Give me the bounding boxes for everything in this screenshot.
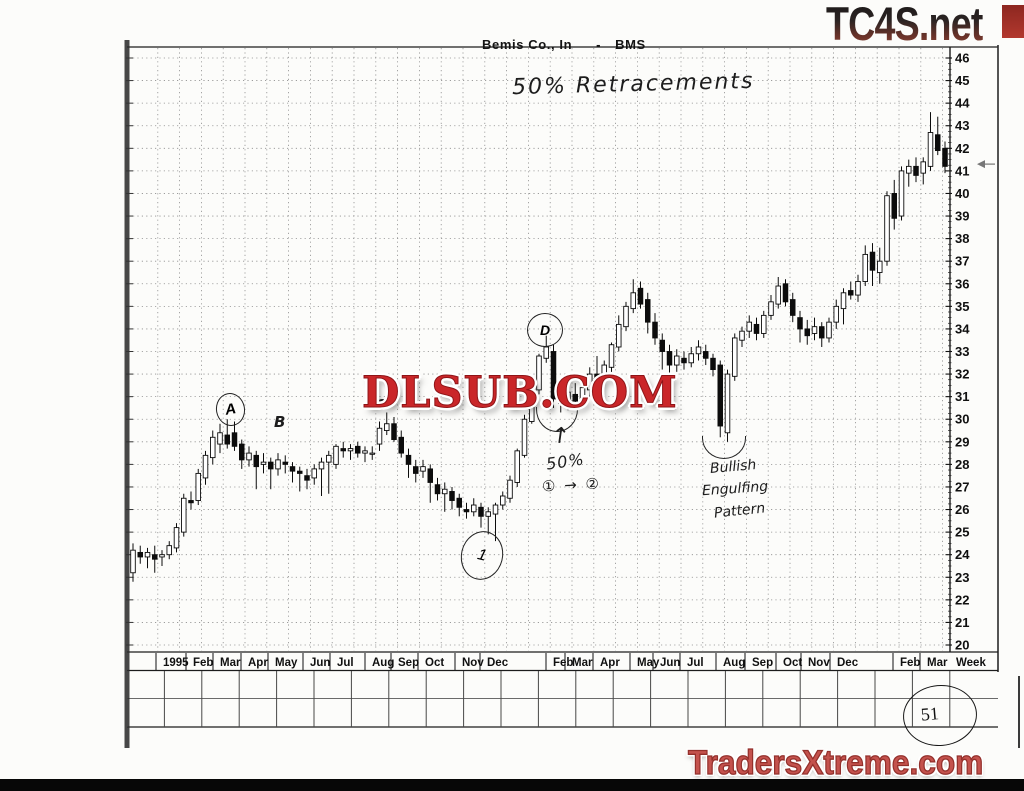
svg-text:30: 30 xyxy=(955,412,969,427)
svg-text:Mar: Mar xyxy=(927,657,948,669)
right-scan-edge xyxy=(1018,676,1020,748)
svg-text:Dec: Dec xyxy=(837,657,859,669)
handwritten-point-d-circle: D xyxy=(527,313,563,347)
tradersxtreme-logo: TradersXtreme.com xyxy=(687,743,984,782)
page-number: 51 xyxy=(919,703,940,725)
svg-text:22: 22 xyxy=(955,592,969,607)
svg-text:20: 20 xyxy=(955,638,969,653)
tc4s-logo: TC4S.net xyxy=(826,0,983,51)
svg-text:Jun: Jun xyxy=(310,657,330,669)
point-b-label: B xyxy=(274,413,286,431)
svg-text:Sep: Sep xyxy=(752,657,773,669)
svg-text:Aug: Aug xyxy=(372,657,394,669)
point-d-label: D xyxy=(539,322,551,338)
up-arrow-annotation: ↑ xyxy=(549,422,572,451)
svg-text:May: May xyxy=(637,657,660,669)
point-c-label: C xyxy=(375,396,387,414)
svg-text:42: 42 xyxy=(955,141,969,156)
logo-red-block xyxy=(1002,5,1024,38)
svg-text:29: 29 xyxy=(955,434,969,449)
circle-one-label: 1 xyxy=(475,545,489,565)
svg-text:Aug: Aug xyxy=(723,657,745,669)
chart-title: Bemis Co., In - BMS xyxy=(482,37,646,52)
svg-text:Feb: Feb xyxy=(193,657,213,669)
svg-text:Oct: Oct xyxy=(425,657,444,669)
svg-text:1995: 1995 xyxy=(163,657,189,669)
svg-text:44: 44 xyxy=(955,96,970,111)
svg-text:21: 21 xyxy=(955,615,969,630)
svg-text:32: 32 xyxy=(955,367,969,382)
svg-text:43: 43 xyxy=(955,118,969,133)
svg-text:Nov: Nov xyxy=(462,657,484,669)
svg-text:Oct: Oct xyxy=(783,657,802,669)
svg-text:Jul: Jul xyxy=(337,657,354,669)
chart-title-company: Bemis Co., In xyxy=(482,37,573,52)
svg-text:39: 39 xyxy=(955,209,969,224)
bottom-scan-bar xyxy=(0,779,1024,791)
svg-text:Mar: Mar xyxy=(572,657,593,669)
svg-text:Feb: Feb xyxy=(553,657,573,669)
chart-title-separator: - xyxy=(596,37,602,52)
svg-text:Feb: Feb xyxy=(900,657,920,669)
svg-text:46: 46 xyxy=(955,51,969,66)
svg-text:34: 34 xyxy=(955,321,970,336)
svg-text:41: 41 xyxy=(955,163,969,178)
svg-text:Mar: Mar xyxy=(220,657,241,669)
svg-text:25: 25 xyxy=(955,525,969,540)
point-a-label: A xyxy=(223,400,238,419)
svg-text:Jul: Jul xyxy=(687,657,704,669)
svg-text:May: May xyxy=(275,657,298,669)
svg-text:40: 40 xyxy=(955,186,969,201)
svg-text:24: 24 xyxy=(955,547,970,562)
svg-text:Sep: Sep xyxy=(398,657,419,669)
svg-text:36: 36 xyxy=(955,276,969,291)
svg-text:27: 27 xyxy=(955,479,969,494)
svg-text:38: 38 xyxy=(955,231,969,246)
svg-text:23: 23 xyxy=(955,570,969,585)
svg-text:Apr: Apr xyxy=(248,657,268,669)
svg-text:26: 26 xyxy=(955,502,969,517)
svg-text:37: 37 xyxy=(955,254,969,269)
chart-title-symbol: BMS xyxy=(615,37,646,52)
svg-text:Nov: Nov xyxy=(808,657,830,669)
svg-text:28: 28 xyxy=(955,457,969,472)
svg-text:35: 35 xyxy=(955,299,969,314)
svg-text:Jun: Jun xyxy=(660,657,680,669)
svg-text:Apr: Apr xyxy=(600,657,620,669)
svg-text:Week: Week xyxy=(956,657,986,669)
svg-text:33: 33 xyxy=(955,344,969,359)
svg-text:45: 45 xyxy=(955,73,969,88)
svg-text:31: 31 xyxy=(955,389,969,404)
sequence-note: ① → ② xyxy=(541,474,602,496)
svg-text:Dec: Dec xyxy=(487,657,509,669)
dlsub-watermark: DLSUB.COM xyxy=(362,368,678,419)
